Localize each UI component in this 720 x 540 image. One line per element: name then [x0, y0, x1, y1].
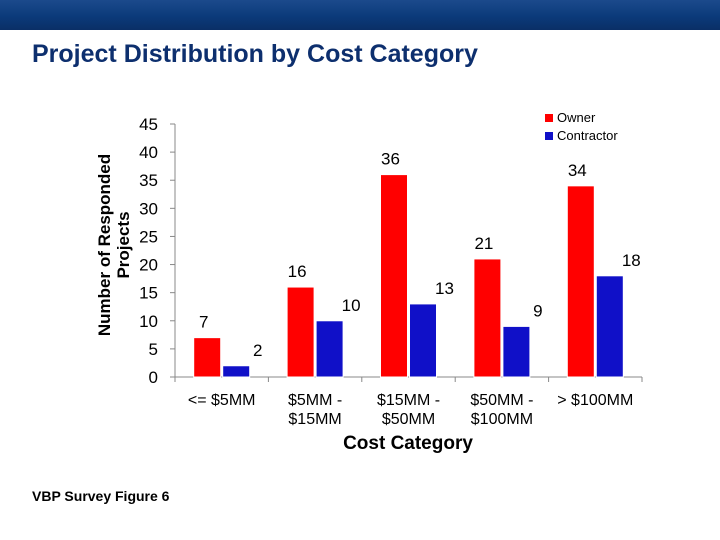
contractor-legend-label: Contractor [557, 128, 618, 143]
x-category-label: $5MM -$15MM [288, 392, 342, 428]
x-axis-title: Cost Category [343, 433, 473, 454]
y-tick-label: 10 [139, 312, 158, 331]
contractor-bar [222, 365, 251, 378]
y-axis-title: Number of RespondedProjects [95, 154, 133, 336]
y-tick-label: 0 [149, 368, 158, 387]
y-tick-label: 30 [139, 199, 158, 218]
y-tick-label: 20 [139, 256, 158, 275]
y-tick-label: 45 [139, 115, 158, 134]
owner-bar [286, 286, 315, 378]
contractor-bar [315, 320, 344, 378]
contractor-data-label: 18 [622, 251, 641, 270]
y-tick-label: 15 [139, 284, 158, 303]
contractor-bar [502, 325, 531, 378]
y-tick-label: 25 [139, 227, 158, 246]
contractor-bar [409, 303, 437, 378]
y-tick-label: 5 [149, 340, 158, 359]
x-category-label: > $100MM [557, 392, 633, 409]
top-banner [0, 0, 720, 30]
contractor-data-label: 9 [533, 301, 542, 320]
owner-data-label: 21 [474, 234, 493, 253]
contractor-data-label: 2 [253, 341, 262, 360]
y-tick-label: 40 [139, 143, 158, 162]
owner-data-label: 16 [288, 262, 307, 281]
contractor-data-label: 10 [342, 296, 361, 315]
owner-data-label: 34 [568, 161, 587, 180]
owner-bar [473, 258, 502, 378]
owner-legend-swatch [545, 114, 553, 122]
owner-bar [566, 185, 595, 378]
x-category-label: $15MM -$50MM [377, 392, 440, 428]
owner-bar [193, 337, 222, 378]
owner-bar [380, 174, 408, 378]
contractor-legend-swatch [545, 132, 553, 140]
contractor-bar [595, 275, 624, 378]
figure-caption: VBP Survey Figure 6 [32, 488, 170, 504]
owner-data-label: 7 [199, 313, 208, 332]
slide-title: Project Distribution by Cost Category [32, 40, 478, 68]
contractor-data-label: 13 [435, 279, 454, 298]
owner-legend-label: Owner [557, 110, 596, 125]
x-category-label: $50MM -$100MM [470, 392, 533, 428]
owner-data-label: 36 [381, 150, 400, 169]
y-tick-label: 35 [139, 171, 158, 190]
x-category-label: <= $5MM [188, 392, 256, 409]
